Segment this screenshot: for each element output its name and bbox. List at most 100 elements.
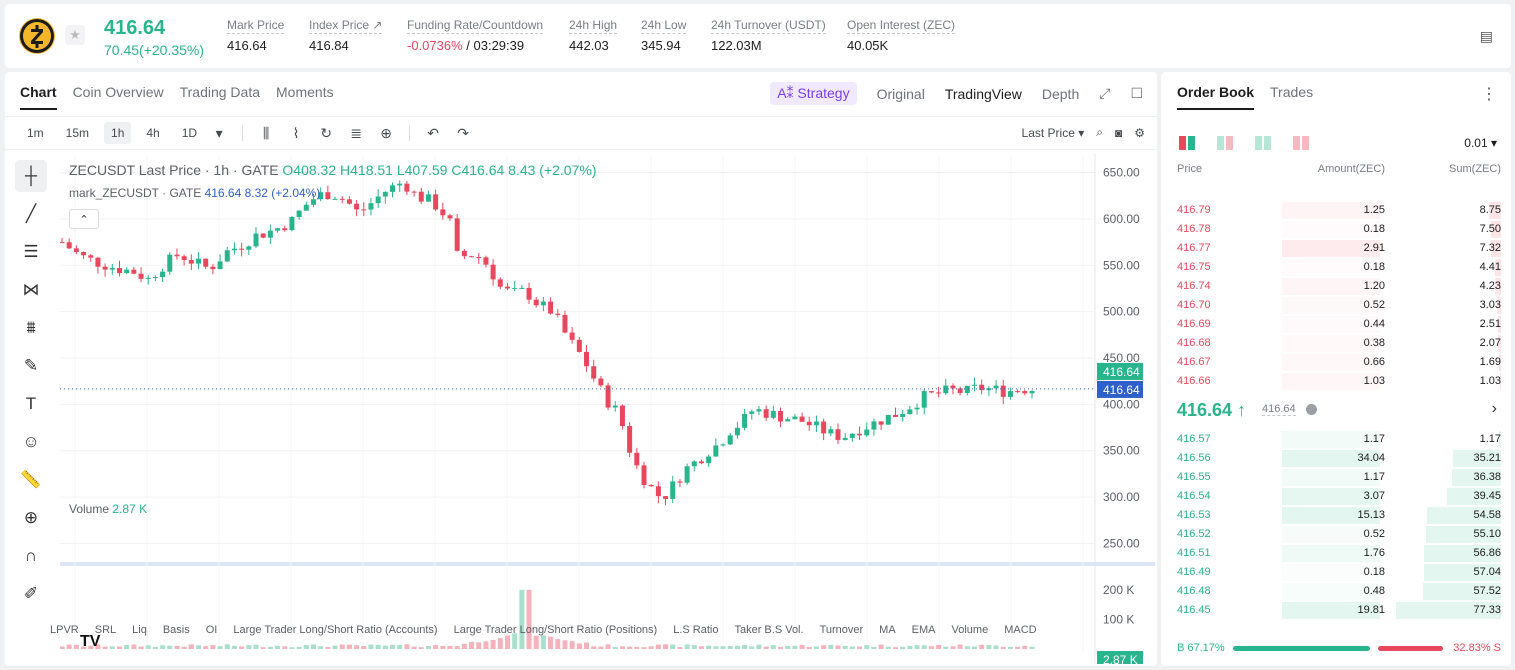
chart-tabs: Chart Coin Overview Trading Data Moments — [20, 84, 334, 110]
redo-icon[interactable]: ↷ — [457, 124, 469, 141]
emoji-icon[interactable]: ☺ — [22, 432, 40, 451]
template-icon[interactable]: ≣ — [350, 124, 362, 141]
book-icon[interactable]: ▤ — [1479, 28, 1493, 44]
expand-icon[interactable]: ⤢ — [1099, 85, 1111, 101]
collapse-legend-button[interactable]: ⌃ — [69, 209, 99, 229]
chevron-right-icon[interactable]: › — [1491, 400, 1497, 417]
volume-bar — [943, 646, 949, 649]
indicator-6[interactable]: Large Trader Long/Short Ratio (Positions… — [453, 624, 658, 636]
horizontal-lines-icon[interactable]: ☰ — [23, 242, 39, 261]
price-chart[interactable]: 650.00 600.00 550.00 500.00 450.00 400.00 350.… — [60, 154, 1155, 664]
timeframe-1h[interactable]: 1h — [104, 122, 132, 144]
orderbook-row[interactable]: 416.78 0.18 7.50 — [1177, 220, 1501, 239]
orderbook-row[interactable]: 416.68 0.38 2.07 — [1177, 334, 1501, 353]
volume-bar — [972, 646, 978, 649]
candle — [253, 233, 259, 247]
indicator-icon[interactable]: ⌇ — [292, 124, 300, 141]
indicator-11[interactable]: EMA — [911, 624, 936, 636]
indicator-10[interactable]: MA — [879, 624, 896, 636]
orderbook-row[interactable]: 416.52 0.52 55.10 — [1177, 525, 1501, 544]
orderbook-row[interactable]: 416.57 1.17 1.17 — [1177, 430, 1501, 449]
indicator-13[interactable]: MACD — [1004, 624, 1037, 636]
ruler-icon[interactable]: 📏 — [20, 470, 42, 489]
crosshair-icon[interactable]: ┼ — [15, 160, 47, 192]
timeframe-15m[interactable]: 15m — [65, 126, 90, 140]
tab-moments[interactable]: Moments — [276, 84, 334, 100]
timeframe-4h[interactable]: 4h — [146, 126, 160, 140]
fib-icon[interactable]: ⩩ — [26, 318, 36, 337]
tab-trades[interactable]: Trades — [1270, 84, 1314, 100]
timeframe-1d[interactable]: 1D — [181, 126, 198, 140]
indicator-4[interactable]: OI — [205, 624, 218, 636]
trendline-icon[interactable]: ╱ — [25, 204, 37, 223]
brush-icon[interactable]: ✎ — [23, 356, 39, 375]
price-type-select[interactable]: Last Price ▾ — [1021, 125, 1085, 140]
pane-separator[interactable] — [60, 562, 1155, 566]
indicator-bar: LPVR SRL Liq Basis OI Large Trader Long/Short… — [50, 624, 1037, 636]
more-icon[interactable]: ⋮ — [1481, 86, 1497, 103]
candle — [778, 410, 784, 422]
mode-both-icon[interactable] — [1179, 136, 1195, 150]
orderbook-row[interactable]: 416.75 0.18 4.41 — [1177, 258, 1501, 277]
indicator-1[interactable]: SRL — [94, 624, 117, 636]
undo-icon[interactable]: ↶ — [427, 124, 439, 141]
candles-icon[interactable]: ⫼ — [262, 124, 270, 141]
indicator-2[interactable]: Liq — [132, 624, 147, 636]
indicator-7[interactable]: L.S Ratio — [673, 624, 719, 636]
orderbook-row[interactable]: 416.55 1.17 36.38 — [1177, 468, 1501, 487]
volume-bar — [102, 646, 108, 649]
mode-asks-only-icon[interactable] — [1293, 136, 1309, 150]
orderbook-row[interactable]: 416.66 1.03 1.03 — [1177, 372, 1501, 391]
orderbook-price: 416.54 — [1177, 490, 1211, 502]
volume-bar — [555, 639, 561, 649]
orderbook-row[interactable]: 416.54 3.07 39.45 — [1177, 487, 1501, 506]
candle — [806, 421, 812, 426]
search-icon[interactable]: ⌕ — [1096, 125, 1103, 139]
indicator-9[interactable]: Turnover — [819, 624, 864, 636]
timeframe-1m[interactable]: 1m — [27, 126, 44, 140]
orderbook-amount: 2.91 — [1363, 242, 1385, 254]
replay-icon[interactable]: ↻ — [320, 124, 332, 141]
window-icon[interactable]: ☐ — [1130, 85, 1143, 101]
text-icon[interactable]: T — [25, 394, 37, 413]
candle — [943, 385, 949, 394]
mode-bids-icon[interactable] — [1217, 136, 1233, 150]
zoom-icon[interactable]: ⊕ — [23, 508, 39, 527]
magnet-icon[interactable]: ∩ — [24, 546, 38, 565]
orderbook-row[interactable]: 416.67 0.66 1.69 — [1177, 353, 1501, 372]
orderbook-row[interactable]: 416.51 1.76 56.86 — [1177, 544, 1501, 563]
pattern-icon[interactable]: ⋈ — [22, 280, 40, 299]
orderbook-row[interactable]: 416.77 2.91 7.32 — [1177, 239, 1501, 258]
precision-select[interactable]: 0.01 ▾ — [1464, 136, 1497, 150]
orderbook-row[interactable]: 416.48 0.48 57.52 — [1177, 582, 1501, 601]
view-depth[interactable]: Depth — [1041, 85, 1080, 102]
orderbook-row[interactable]: 416.70 0.52 3.03 — [1177, 296, 1501, 315]
orderbook-row[interactable]: 416.79 1.25 8.75 — [1177, 201, 1501, 220]
camera-icon[interactable]: ◙ — [1114, 125, 1123, 140]
orderbook-row[interactable]: 416.53 15.13 54.58 — [1177, 506, 1501, 525]
view-original[interactable]: Original — [876, 85, 925, 102]
tab-coin-overview[interactable]: Coin Overview — [72, 84, 164, 100]
indicator-8[interactable]: Taker B.S Vol. — [734, 624, 804, 636]
indicator-12[interactable]: Volume — [951, 624, 989, 636]
lock-icon[interactable]: ✐ — [23, 584, 39, 603]
orderbook-row[interactable]: 416.69 0.44 2.51 — [1177, 315, 1501, 334]
add-alert-icon[interactable]: ⊕ — [380, 124, 392, 141]
chevron-down-icon[interactable]: ▾ — [215, 124, 223, 141]
orderbook-row[interactable]: 416.45 19.81 77.33 — [1177, 601, 1501, 620]
tab-chart[interactable]: Chart — [20, 84, 57, 110]
orderbook-row[interactable]: 416.74 1.20 4.23 — [1177, 277, 1501, 296]
orderbook-row[interactable]: 416.56 34.04 35.21 — [1177, 449, 1501, 468]
volume-bar — [382, 645, 388, 649]
strategy-button[interactable]: A⁑ Strategy — [770, 82, 857, 105]
indicator-0[interactable]: LPVR — [50, 624, 79, 636]
favorite-star-icon[interactable]: ★ — [65, 25, 85, 45]
indicator-3[interactable]: Basis — [162, 624, 190, 636]
tab-trading-data[interactable]: Trading Data — [179, 84, 261, 100]
indicator-5[interactable]: Large Trader Long/Short Ratio (Accounts) — [233, 624, 438, 636]
mode-bids-only-icon[interactable] — [1255, 136, 1271, 150]
orderbook-row[interactable]: 416.49 0.18 57.04 — [1177, 563, 1501, 582]
tab-order-book[interactable]: Order Book — [1177, 84, 1254, 110]
view-tradingview[interactable]: TradingView — [944, 85, 1022, 102]
gear-icon[interactable]: ⚙ — [1134, 125, 1145, 140]
